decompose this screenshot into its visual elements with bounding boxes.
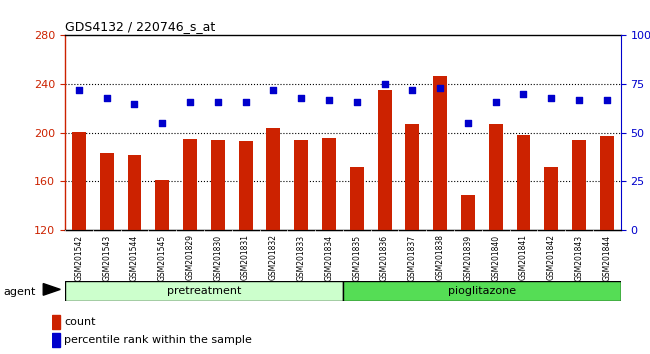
- Text: GSM201834: GSM201834: [324, 234, 333, 281]
- Point: [324, 97, 334, 102]
- Text: GSM201841: GSM201841: [519, 234, 528, 280]
- Text: GSM201543: GSM201543: [102, 234, 111, 281]
- Bar: [322, 138, 336, 354]
- Point: [491, 99, 501, 104]
- Text: GSM201836: GSM201836: [380, 234, 389, 281]
- Point: [602, 97, 612, 102]
- Text: GSM201833: GSM201833: [296, 234, 306, 281]
- Bar: [489, 124, 502, 354]
- Bar: [155, 180, 169, 354]
- Text: GSM201829: GSM201829: [185, 234, 194, 280]
- Point: [352, 99, 362, 104]
- Text: GDS4132 / 220746_s_at: GDS4132 / 220746_s_at: [65, 20, 215, 33]
- Text: GSM201837: GSM201837: [408, 234, 417, 281]
- Text: count: count: [64, 317, 96, 327]
- Point: [213, 99, 223, 104]
- Bar: [294, 140, 308, 354]
- Bar: [52, 315, 60, 329]
- Text: percentile rank within the sample: percentile rank within the sample: [64, 335, 252, 344]
- Text: GSM201835: GSM201835: [352, 234, 361, 281]
- Text: GSM201545: GSM201545: [158, 234, 167, 281]
- Bar: [544, 167, 558, 354]
- Text: pretreatment: pretreatment: [167, 286, 241, 296]
- Bar: [572, 140, 586, 354]
- Text: GSM201839: GSM201839: [463, 234, 473, 281]
- Bar: [72, 132, 86, 354]
- Point: [185, 99, 195, 104]
- Text: GSM201840: GSM201840: [491, 234, 500, 281]
- Bar: [239, 141, 253, 354]
- Bar: [350, 167, 364, 354]
- Bar: [183, 139, 197, 354]
- Bar: [65, 281, 343, 301]
- Text: GSM201842: GSM201842: [547, 234, 556, 280]
- Point: [101, 95, 112, 101]
- Text: GSM201831: GSM201831: [241, 234, 250, 280]
- Point: [129, 101, 140, 106]
- Bar: [52, 333, 60, 347]
- Bar: [461, 195, 475, 354]
- Polygon shape: [43, 284, 60, 295]
- Bar: [433, 75, 447, 354]
- Point: [463, 120, 473, 126]
- Point: [73, 87, 84, 93]
- Point: [546, 95, 556, 101]
- Bar: [406, 124, 419, 354]
- Point: [574, 97, 584, 102]
- Text: GSM201832: GSM201832: [269, 234, 278, 280]
- Bar: [127, 155, 142, 354]
- Text: agent: agent: [3, 287, 36, 297]
- Text: GSM201844: GSM201844: [603, 234, 612, 281]
- Point: [240, 99, 251, 104]
- Text: GSM201542: GSM201542: [74, 234, 83, 281]
- Bar: [99, 153, 114, 354]
- Point: [296, 95, 306, 101]
- Bar: [211, 140, 225, 354]
- Bar: [378, 90, 391, 354]
- Point: [380, 81, 390, 87]
- Text: GSM201544: GSM201544: [130, 234, 139, 281]
- Point: [435, 85, 445, 91]
- Text: GSM201843: GSM201843: [575, 234, 584, 281]
- Point: [407, 87, 417, 93]
- Point: [518, 91, 528, 97]
- Point: [268, 87, 279, 93]
- Bar: [600, 136, 614, 354]
- Text: GSM201830: GSM201830: [213, 234, 222, 281]
- Bar: [266, 128, 280, 354]
- Bar: [343, 281, 621, 301]
- Text: pioglitazone: pioglitazone: [448, 286, 516, 296]
- Point: [157, 120, 168, 126]
- Text: GSM201838: GSM201838: [436, 234, 445, 280]
- Bar: [517, 135, 530, 354]
